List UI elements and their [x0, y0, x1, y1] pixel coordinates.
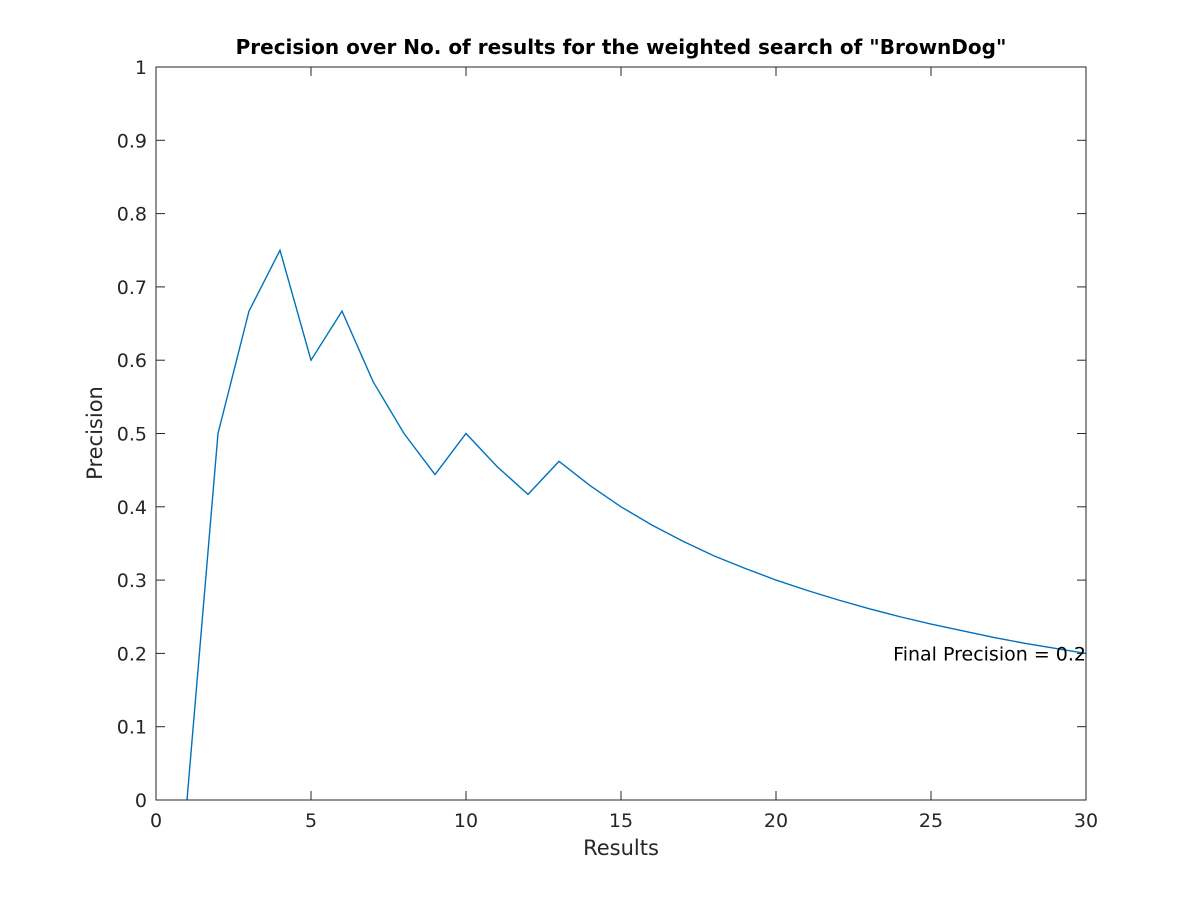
- series-layer: [186, 248, 1087, 801]
- y-axis-label: Precision: [83, 386, 107, 480]
- y-tick-label: 0.2: [117, 643, 147, 665]
- x-tick-label: 10: [454, 810, 478, 832]
- precision-series-line: [186, 248, 1087, 801]
- y-tick-label: 0.9: [117, 130, 147, 152]
- y-tick-label: 0.8: [117, 204, 147, 226]
- tick-labels: 0 5 10 15 20 25 30 0 0.1 0.2 0.3 0.4 0.5 0.6 0.7 0.8 0.9…: [117, 57, 1098, 832]
- y-tick-label: 0.3: [117, 570, 147, 592]
- axes-box: [155, 66, 1087, 801]
- x-tick-label: 15: [609, 810, 633, 832]
- y-tick-label: 0.7: [117, 277, 147, 299]
- final-precision-annotation: Final Precision = 0.2: [893, 643, 1086, 665]
- chart-title: Precision over No. of results for the we…: [236, 35, 1007, 59]
- y-tick-label: 0.1: [117, 717, 147, 739]
- y-tick-label: 0.5: [117, 424, 147, 446]
- x-axis-label: Results: [583, 836, 659, 860]
- y-tick-label: 1: [135, 57, 147, 79]
- y-tick-label: 0: [135, 790, 147, 812]
- x-tick-label: 30: [1074, 810, 1098, 832]
- y-tick-label: 0.4: [117, 497, 147, 519]
- x-tick-label: 5: [305, 810, 317, 832]
- x-tick-label: 20: [764, 810, 788, 832]
- y-tick-label: 0.6: [117, 350, 147, 372]
- x-tick-label: 25: [919, 810, 943, 832]
- plot-area: [156, 67, 1086, 800]
- x-tick-label: 0: [150, 810, 162, 832]
